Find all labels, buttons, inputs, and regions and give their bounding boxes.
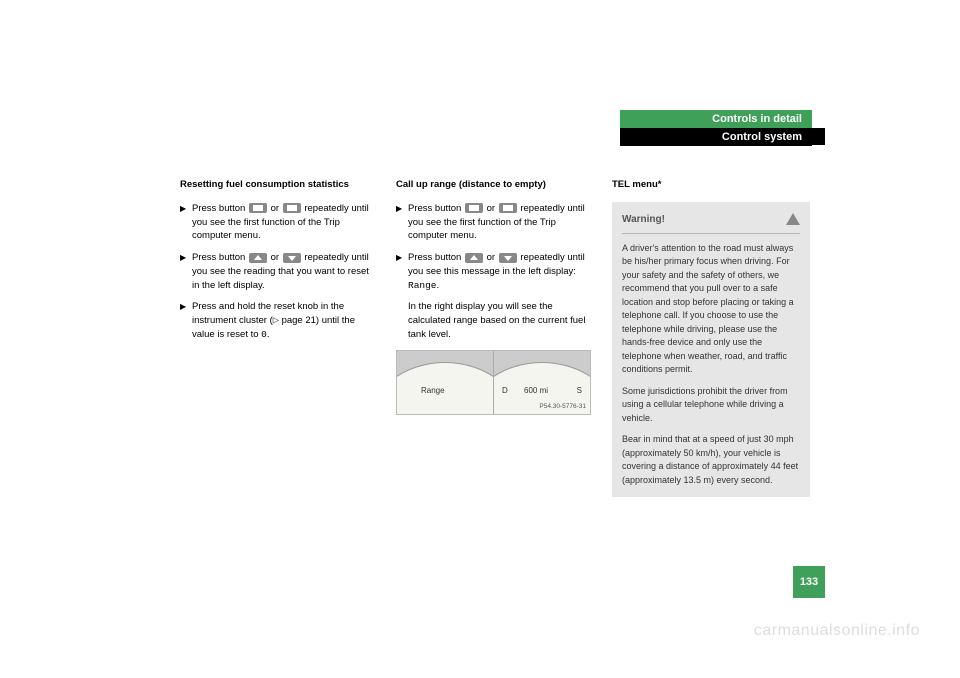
list-item: ▶ Press and hold the reset knob in the i… [180, 300, 378, 341]
bullet-icon: ▶ [180, 251, 192, 292]
bullet-icon: ▶ [180, 202, 192, 243]
menu-button-icon [499, 203, 517, 213]
col2-heading: Call up range (distance to empty) [396, 178, 594, 192]
bullet-icon: ▶ [396, 251, 408, 292]
warning-box: Warning! A driver's attention to the roa… [612, 202, 810, 498]
column-2: Call up range (distance to empty) ▶ Pres… [396, 178, 594, 497]
col1-heading: Resetting fuel consumption statistics [180, 178, 378, 192]
bullet-text: Press button or repeatedly until you see… [192, 251, 378, 292]
text: . [267, 329, 270, 340]
menu-button-icon [283, 203, 301, 213]
section-title: Control system [620, 128, 812, 146]
bullet-icon: ▶ [396, 202, 408, 243]
text: or [268, 252, 282, 263]
gauge-display-image: Range D 600 mi S P54.30-5776-31 [396, 350, 591, 415]
text: Press button [192, 252, 248, 263]
warning-paragraph: Bear in mind that at a speed of just 30 … [622, 433, 800, 487]
down-button-icon [499, 253, 517, 263]
bullet-text: Press button or repeatedly until you see… [408, 202, 594, 243]
page-tab [812, 128, 825, 145]
gauge-label-d: D [502, 385, 508, 397]
gauge-arc [397, 362, 493, 414]
bullet-text: Press button or repeatedly until you see… [192, 202, 378, 243]
warning-paragraph: A driver's attention to the road must al… [622, 242, 800, 377]
watermark: carmanualsonline.info [754, 622, 920, 640]
warning-triangle-icon [786, 213, 800, 225]
list-item: ▶ Press button or repeatedly until you s… [396, 251, 594, 292]
list-item: In the right display you will see the ca… [396, 300, 594, 341]
paragraph: In the right display you will see the ca… [408, 300, 594, 341]
bullet-icon: ▶ [180, 300, 192, 341]
text: or [484, 252, 498, 263]
text: or [484, 203, 498, 214]
mono-text: Range [408, 280, 437, 291]
gauge-label-value: 600 mi [524, 385, 548, 397]
page-number: 133 [793, 566, 825, 598]
page-content: Resetting fuel consumption statistics ▶ … [180, 178, 810, 497]
chapter-header: Controls in detail Control system [620, 110, 812, 146]
menu-button-icon [249, 203, 267, 213]
col3-heading: TEL menu* [612, 178, 810, 192]
list-item: ▶ Press button or repeatedly until you s… [180, 202, 378, 243]
image-code: P54.30-5776-31 [539, 402, 586, 411]
text: Press button [192, 203, 248, 214]
warning-paragraph: Some jurisdictions prohibit the driver f… [622, 385, 800, 426]
text: Press button [408, 203, 464, 214]
spacer [396, 300, 408, 341]
gauge-left: Range [397, 351, 493, 414]
warning-label: Warning! [622, 212, 665, 227]
up-button-icon [249, 253, 267, 263]
text: Press button [408, 252, 464, 263]
column-1: Resetting fuel consumption statistics ▶ … [180, 178, 378, 497]
gauge-label-range: Range [421, 385, 445, 397]
list-item: ▶ Press button or repeatedly until you s… [396, 202, 594, 243]
list-item: ▶ Press button or repeatedly until you s… [180, 251, 378, 292]
column-3: TEL menu* Warning! A driver's attention … [612, 178, 810, 497]
chapter-title: Controls in detail [620, 110, 812, 128]
section-title-text: Control system [630, 131, 802, 143]
up-button-icon [465, 253, 483, 263]
down-button-icon [283, 253, 301, 263]
bullet-text: Press button or repeatedly until you see… [408, 251, 594, 292]
menu-button-icon [465, 203, 483, 213]
bullet-text: Press and hold the reset knob in the ins… [192, 300, 378, 341]
text: . [437, 280, 440, 291]
text: or [268, 203, 282, 214]
gauge-label-s: S [577, 385, 582, 397]
warning-header: Warning! [622, 212, 800, 234]
